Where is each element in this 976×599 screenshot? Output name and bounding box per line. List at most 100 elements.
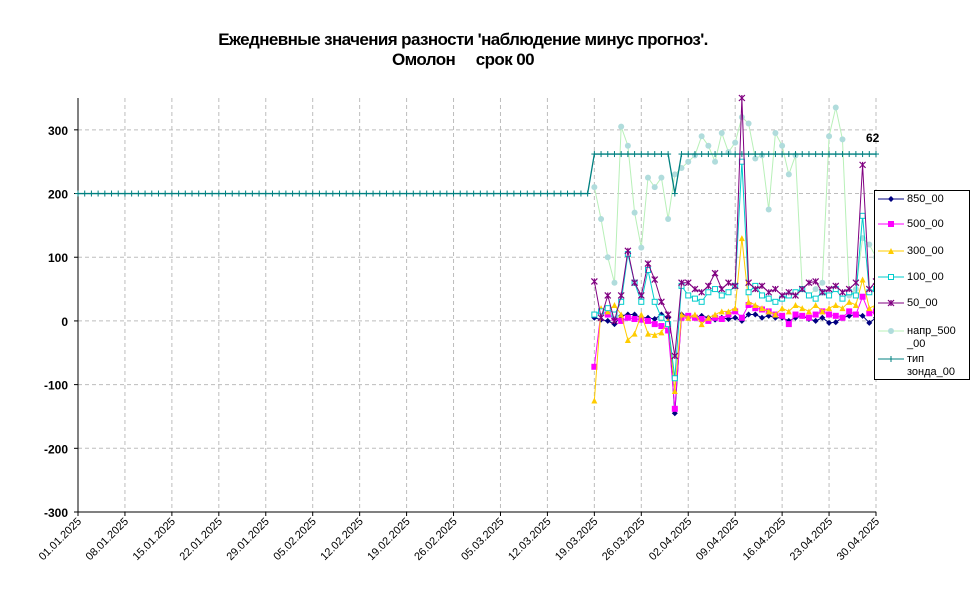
data-point	[839, 151, 846, 158]
data-point	[611, 151, 618, 158]
data-point	[745, 151, 752, 158]
data-point	[819, 151, 826, 158]
data-point	[537, 190, 544, 197]
data-point	[128, 190, 135, 197]
x-tick-label: 15.01.2025	[131, 516, 178, 563]
legend-marker	[888, 248, 894, 254]
data-point	[738, 94, 746, 102]
data-point	[75, 190, 81, 197]
data-point	[665, 151, 672, 158]
data-point	[604, 317, 611, 324]
data-point	[618, 298, 625, 305]
legend-swatch	[878, 328, 904, 334]
legend-label: 500_00	[907, 218, 944, 230]
series-group	[75, 94, 880, 417]
data-point	[591, 151, 598, 158]
data-point	[115, 190, 122, 197]
data-point	[591, 397, 598, 404]
data-point	[846, 151, 853, 158]
data-point	[624, 151, 631, 158]
data-point	[725, 308, 732, 315]
data-point	[852, 302, 859, 308]
data-point	[698, 321, 705, 328]
data-point	[691, 311, 698, 318]
data-point	[510, 190, 517, 197]
x-tick-label: 16.04.2025	[741, 516, 788, 563]
data-point	[356, 190, 363, 197]
data-point	[752, 151, 759, 158]
x-tick-label: 30.04.2025	[835, 516, 882, 563]
data-point	[376, 190, 383, 197]
data-point	[262, 190, 269, 197]
data-point	[873, 151, 879, 158]
data-point	[712, 286, 719, 293]
data-point	[450, 190, 457, 197]
data-point	[577, 190, 584, 197]
data-point	[785, 321, 792, 328]
legend-label: 50_00	[907, 297, 938, 309]
data-point	[698, 288, 706, 296]
data-point	[638, 311, 645, 318]
data-point	[826, 133, 833, 140]
chart-title-line-2: Омолон срок 00	[392, 50, 535, 69]
data-point	[618, 311, 625, 318]
data-point	[651, 276, 659, 283]
data-point	[638, 298, 645, 305]
data-point	[303, 190, 309, 197]
data-point	[671, 190, 678, 197]
legend-marker	[888, 221, 894, 227]
data-point	[772, 298, 779, 305]
data-point	[839, 295, 846, 302]
data-point	[825, 285, 833, 293]
legend: 850_00 500_00 300_00 100_00 50_00 напр_500 _0…	[874, 190, 970, 380]
data-point	[423, 190, 430, 197]
data-point	[785, 308, 792, 315]
data-point	[779, 151, 786, 158]
data-point	[785, 171, 792, 178]
data-point	[671, 171, 678, 178]
data-point	[490, 190, 497, 197]
data-point	[698, 316, 705, 323]
data-point	[852, 292, 859, 299]
data-point	[316, 190, 323, 197]
data-point	[645, 174, 651, 181]
data-point	[189, 190, 195, 197]
data-point	[657, 298, 665, 306]
data-point	[859, 161, 867, 169]
data-point	[101, 190, 108, 197]
data-point	[597, 314, 605, 322]
data-point	[651, 298, 658, 305]
data-point	[704, 282, 712, 290]
legend-marker	[888, 356, 894, 362]
data-point	[818, 288, 826, 296]
data-point	[705, 142, 712, 149]
data-point	[731, 282, 739, 290]
legend-swatch	[878, 196, 904, 202]
legend-marker	[888, 274, 894, 280]
data-point	[698, 133, 705, 140]
data-point	[645, 330, 651, 337]
data-point	[712, 151, 719, 158]
data-point	[209, 190, 216, 197]
data-point	[772, 130, 779, 137]
data-point	[785, 151, 792, 158]
data-point	[732, 151, 739, 158]
data-point	[866, 151, 873, 158]
x-tick-label: 19.03.2025	[553, 516, 600, 563]
data-point	[718, 308, 725, 315]
x-tick-label: 12.03.2025	[506, 516, 553, 563]
data-point	[604, 254, 611, 261]
data-point	[590, 278, 598, 285]
data-point	[819, 308, 826, 315]
data-point	[618, 123, 625, 130]
data-point	[256, 190, 263, 197]
data-point	[624, 142, 631, 149]
data-point	[202, 190, 209, 197]
data-point	[598, 308, 605, 315]
data-point	[685, 292, 692, 299]
data-point	[598, 151, 605, 158]
data-point	[685, 158, 692, 165]
data-point	[772, 151, 779, 158]
data-point	[799, 151, 806, 158]
